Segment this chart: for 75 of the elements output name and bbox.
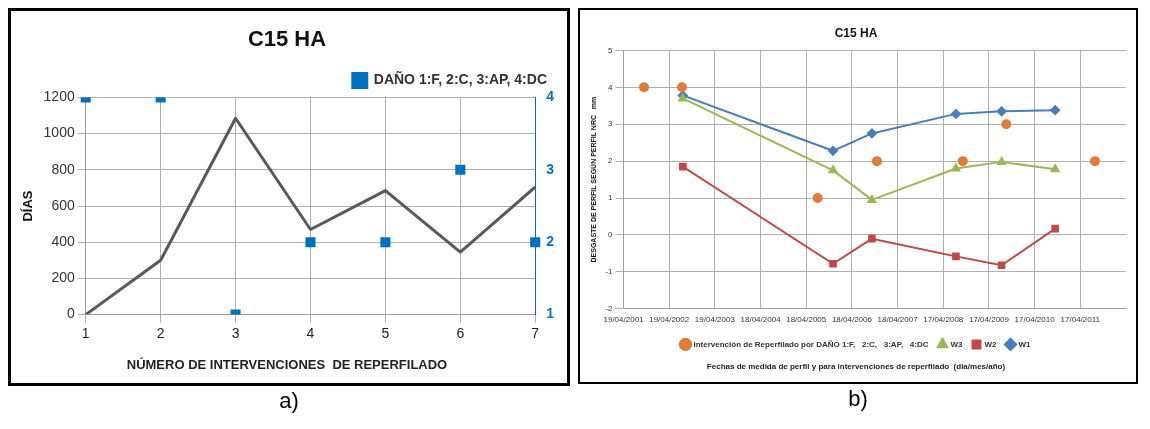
chart-title: C15 HA (247, 26, 327, 52)
point (1089, 156, 1100, 167)
y2-tick-label: 3 (546, 160, 555, 177)
y-tick-label: 1 (608, 193, 614, 203)
x-tick-label: 19/04/2001 (603, 314, 645, 324)
x-tick-label: 18/04/2006 (831, 314, 873, 324)
point (828, 165, 838, 174)
x-tick-label: 4 (306, 324, 315, 341)
y-tick-label: -2 (605, 304, 614, 313)
x-tick-label: 18/04/2004 (740, 314, 782, 324)
point (866, 128, 877, 139)
x-tick-label: 7 (531, 324, 540, 341)
y2-tick-label: 2 (546, 233, 555, 250)
point (952, 252, 960, 261)
y-tick-label: 5 (608, 45, 614, 55)
legend-label: Intervención de Reperfilado por DAÑO 1:F, 2:C, 3:AP, 4:DC (693, 339, 929, 349)
y-tick-label: 0 (66, 305, 75, 322)
legend-label: W1 (1018, 339, 1032, 349)
x-tick-label: 2 (156, 324, 165, 341)
y-tick-label: -1 (605, 267, 614, 277)
point (1051, 224, 1059, 233)
x-tick-label: 17/04/2011 (1060, 314, 1101, 324)
point (868, 234, 876, 243)
y-axis-title: DÍAS (20, 190, 36, 222)
y-tick-label: 1200 (43, 88, 75, 105)
point (997, 261, 1006, 270)
point (951, 163, 961, 172)
y-tick-label: 2 (608, 156, 614, 166)
x-tick-label: 6 (456, 324, 465, 341)
x-axis-title: NÚMERO DE INTERVENCIONES DE REPERFILADO (126, 356, 448, 372)
point (676, 82, 687, 93)
x-tick-label: 17/04/2009 (968, 314, 1010, 324)
y-tick-label: 3 (608, 119, 614, 129)
point (639, 82, 650, 93)
legend-label: W3 (950, 339, 964, 349)
x-tick-label: 18/04/2005 (786, 314, 827, 324)
legend-label: DAÑO 1:F, 2:C, 3:AP, 4:DC (373, 70, 547, 88)
y2-tick-label: 4 (546, 88, 555, 105)
point (950, 108, 961, 119)
point (1001, 119, 1012, 130)
y-tick-label: 600 (51, 196, 75, 213)
y-tick-label: 800 (51, 160, 75, 177)
point (812, 193, 823, 204)
legend-label: W2 (984, 339, 998, 349)
point (679, 162, 687, 171)
chart-title: C15 HA (834, 25, 878, 40)
x-tick-label: 5 (381, 324, 390, 341)
point (867, 194, 877, 203)
point (996, 106, 1007, 117)
y-tick-label: 1000 (43, 124, 75, 141)
point (305, 237, 316, 248)
text: b) (848, 385, 868, 413)
point (455, 164, 466, 175)
x-tick-label: 1 (81, 324, 90, 341)
point (829, 259, 837, 268)
point (380, 237, 391, 248)
x-tick-label: 19/04/2002 (649, 314, 690, 324)
point (1050, 105, 1061, 116)
y-tick-label: 400 (51, 233, 75, 250)
y-tick-label: 200 (51, 269, 75, 286)
x-tick-label: 19/04/2003 (694, 314, 736, 324)
x-tick-label: 18/04/2007 (877, 314, 919, 324)
point (997, 156, 1007, 165)
point (1050, 164, 1060, 173)
x-axis-title: Fechas de medida de perfil y para intervenciones de reperfilado (dia/mes/año) (706, 362, 1006, 372)
point (828, 145, 839, 156)
point (871, 156, 882, 167)
point (530, 237, 541, 248)
y-tick-label: 4 (608, 82, 614, 92)
text: a) (279, 387, 299, 415)
y-tick-label: 0 (608, 230, 614, 240)
x-tick-label: 17/04/2008 (923, 314, 964, 324)
x-tick-label: 17/04/2010 (1014, 314, 1056, 324)
x-tick-label: 3 (231, 324, 240, 341)
point (957, 156, 968, 167)
